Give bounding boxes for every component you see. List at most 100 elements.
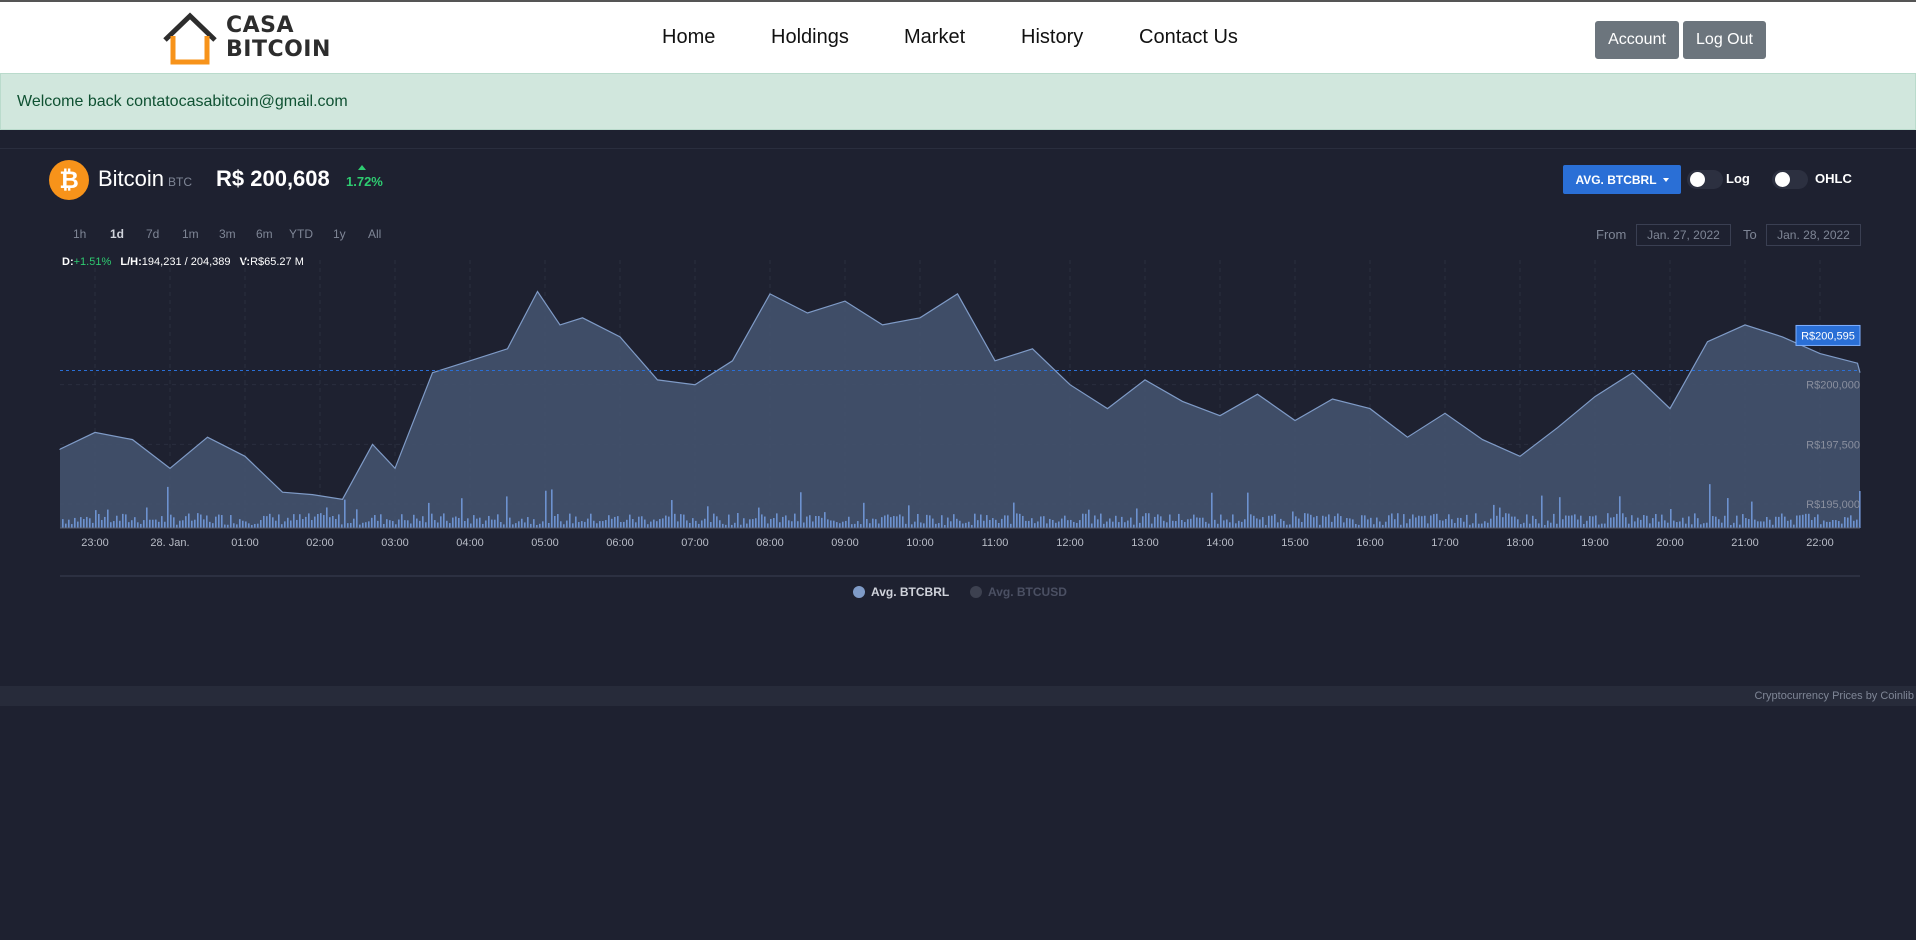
volume-bar — [1841, 523, 1843, 528]
volume-bar — [650, 521, 652, 528]
volume-bar — [1169, 514, 1171, 528]
volume-bar — [545, 490, 547, 528]
volume-bar — [887, 514, 889, 528]
pair-dropdown[interactable]: AVG. BTCBRL — [1563, 165, 1681, 194]
nav-holdings[interactable]: Holdings — [771, 26, 849, 48]
volume-bar — [365, 522, 367, 528]
range-3m[interactable]: 3m — [219, 227, 236, 241]
volume-bar — [659, 519, 661, 528]
volume-bar — [65, 523, 67, 528]
volume-bar — [644, 519, 646, 528]
volume-bar — [617, 516, 619, 528]
volume-bar — [647, 524, 649, 528]
volume-bar — [476, 518, 478, 528]
volume-bar — [1373, 524, 1375, 528]
volume-bar — [1430, 515, 1432, 528]
volume-bar — [1604, 523, 1606, 528]
volume-bar — [1319, 524, 1321, 528]
range-7d[interactable]: 7d — [146, 227, 160, 241]
volume-bar — [1628, 523, 1630, 528]
volume-bar — [1001, 518, 1003, 528]
volume-bar — [353, 518, 355, 528]
volume-bar — [434, 520, 436, 528]
attribution-link[interactable]: Cryptocurrency Prices by Coinlib — [1754, 690, 1914, 702]
volume-bar — [959, 520, 961, 528]
volume-bar — [707, 506, 709, 528]
volume-bar — [1547, 520, 1549, 528]
volume-bar — [230, 515, 232, 528]
volume-bar — [1259, 519, 1261, 528]
volume-bar — [1853, 520, 1855, 528]
volume-bar — [605, 520, 607, 528]
volume-bar — [1139, 522, 1141, 528]
log-toggle[interactable] — [1687, 170, 1723, 189]
volume-bar — [200, 514, 202, 528]
toggle-knob — [1775, 172, 1790, 187]
to-date-input[interactable]: Jan. 28, 2022 — [1766, 224, 1861, 246]
from-date-input[interactable]: Jan. 27, 2022 — [1636, 224, 1731, 246]
volume-bar — [269, 513, 271, 528]
main-nav: Home Holdings Market History Contact Us — [0, 26, 1916, 56]
pair-dropdown-label: AVG. BTCBRL — [1575, 172, 1657, 187]
range-all[interactable]: All — [368, 227, 382, 241]
range-6m[interactable]: 6m — [256, 227, 273, 241]
volume-bar — [1736, 515, 1738, 528]
nav-history[interactable]: History — [1021, 26, 1084, 48]
price-chart[interactable]: 23:00 28. Jan. 01:00 02:00 03:00 04:00 05:00 06… — [0, 0, 1916, 600]
volume-bar — [800, 492, 802, 528]
volume-bar — [164, 521, 166, 528]
volume-bar — [956, 518, 958, 528]
legend-item-btcusd[interactable]: Avg. BTCUSD — [970, 585, 1067, 599]
volume-bar — [506, 496, 508, 528]
volume-bar — [1043, 516, 1045, 528]
volume-bar — [1121, 516, 1123, 528]
volume-bar — [146, 507, 148, 528]
volume-bar — [1310, 514, 1312, 528]
volume-bar — [1088, 509, 1090, 528]
volume-bar — [515, 523, 517, 528]
volume-bar — [1820, 524, 1822, 528]
logout-button[interactable]: Log Out — [1683, 21, 1766, 59]
volume-bar — [851, 524, 853, 528]
volume-bar — [818, 516, 820, 528]
volume-bar — [1046, 523, 1048, 528]
range-1y[interactable]: 1y — [333, 227, 346, 241]
volume-bar — [1349, 518, 1351, 528]
volume-bar — [356, 509, 358, 528]
x-tick-label: 22:00 — [1806, 537, 1834, 549]
volume-bar — [1553, 513, 1555, 528]
volume-bar — [1814, 517, 1816, 528]
volume-bar — [344, 499, 346, 528]
volume-bar — [974, 513, 976, 528]
volume-bar — [1277, 522, 1279, 528]
y-tick-label: R$200,000 — [1806, 380, 1860, 392]
volume-bar — [1766, 516, 1768, 528]
volume-bar — [317, 514, 319, 528]
volume-bar — [1667, 522, 1669, 528]
volume-bar — [596, 523, 598, 528]
range-1m[interactable]: 1m — [182, 227, 199, 241]
volume-bar — [917, 513, 919, 528]
range-ytd[interactable]: YTD — [289, 227, 313, 241]
volume-bar — [1070, 519, 1072, 528]
y-tick-label: R$197,500 — [1806, 439, 1860, 451]
legend-item-btcbrl[interactable]: Avg. BTCBRL — [853, 585, 949, 599]
nav-contact-us[interactable]: Contact Us — [1139, 26, 1238, 48]
brand-logo[interactable]: CASA BITCOIN — [160, 12, 330, 67]
range-1d[interactable]: 1d — [110, 227, 125, 241]
volume-bar — [404, 520, 406, 528]
volume-bar — [1730, 524, 1732, 528]
volume-bar — [563, 524, 565, 528]
range-1h[interactable]: 1h — [73, 227, 87, 241]
nav-market[interactable]: Market — [904, 26, 966, 48]
volume-bar — [482, 523, 484, 528]
volume-bar — [134, 517, 136, 528]
ohlc-toggle[interactable] — [1772, 170, 1808, 189]
volume-bar — [1490, 518, 1492, 528]
volume-bar — [713, 513, 715, 528]
volume-bar — [638, 516, 640, 528]
nav-home[interactable]: Home — [662, 26, 716, 48]
legend-dot — [970, 586, 982, 598]
price-area-series — [60, 291, 1860, 528]
account-button[interactable]: Account — [1595, 21, 1679, 59]
